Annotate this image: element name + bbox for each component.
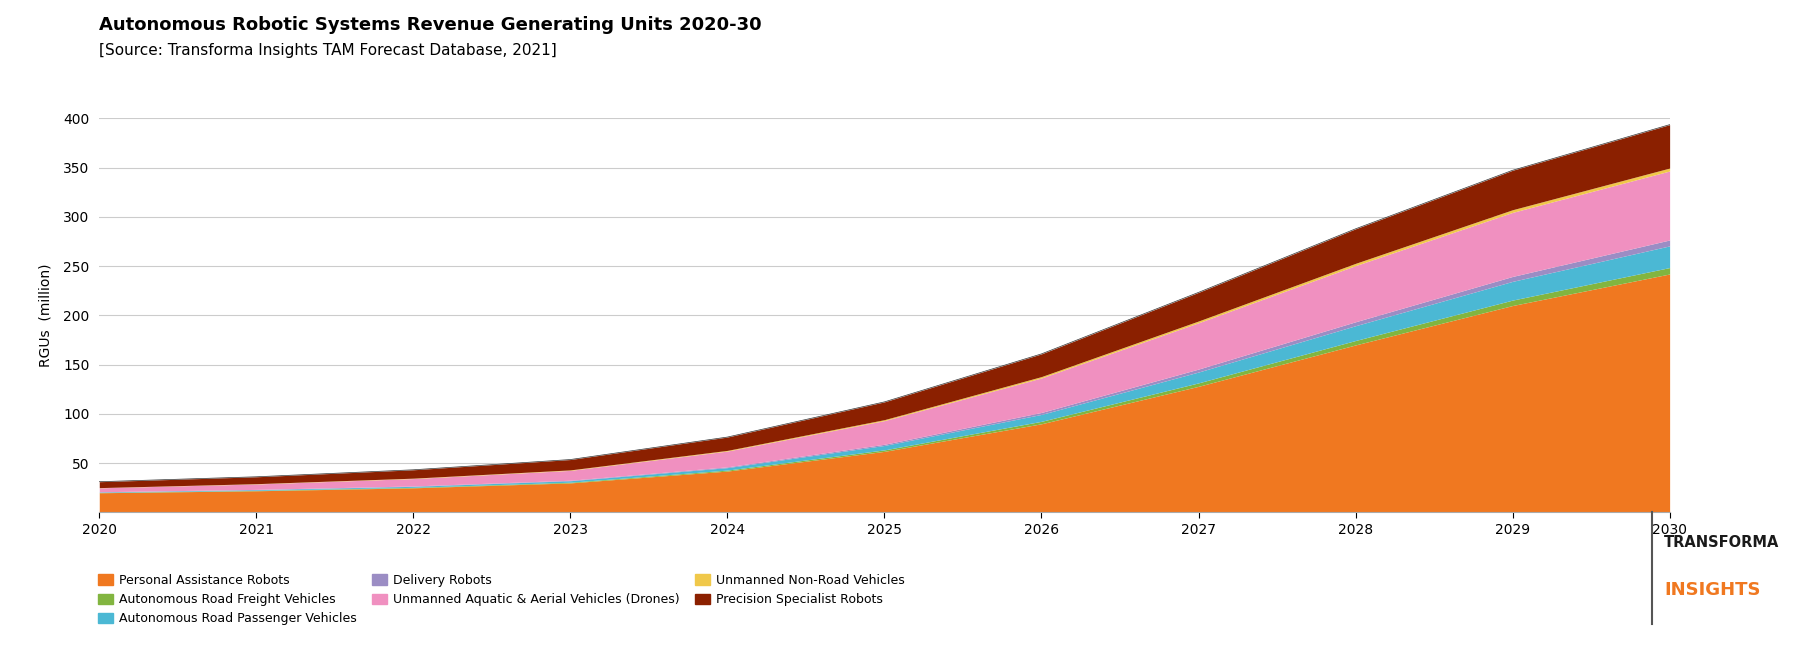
Legend: Personal Assistance Robots, Autonomous Road Freight Vehicles, Autonomous Road Pa: Personal Assistance Robots, Autonomous R… bbox=[97, 574, 904, 625]
Text: [Source: Transforma Insights TAM Forecast Database, 2021]: [Source: Transforma Insights TAM Forecas… bbox=[99, 43, 558, 58]
Text: Autonomous Robotic Systems Revenue Generating Units 2020-30: Autonomous Robotic Systems Revenue Gener… bbox=[99, 16, 762, 34]
Y-axis label: RGUs  (million): RGUs (million) bbox=[38, 263, 52, 367]
Text: TRANSFORMA: TRANSFORMA bbox=[1664, 535, 1780, 551]
Text: INSIGHTS: INSIGHTS bbox=[1664, 581, 1760, 599]
